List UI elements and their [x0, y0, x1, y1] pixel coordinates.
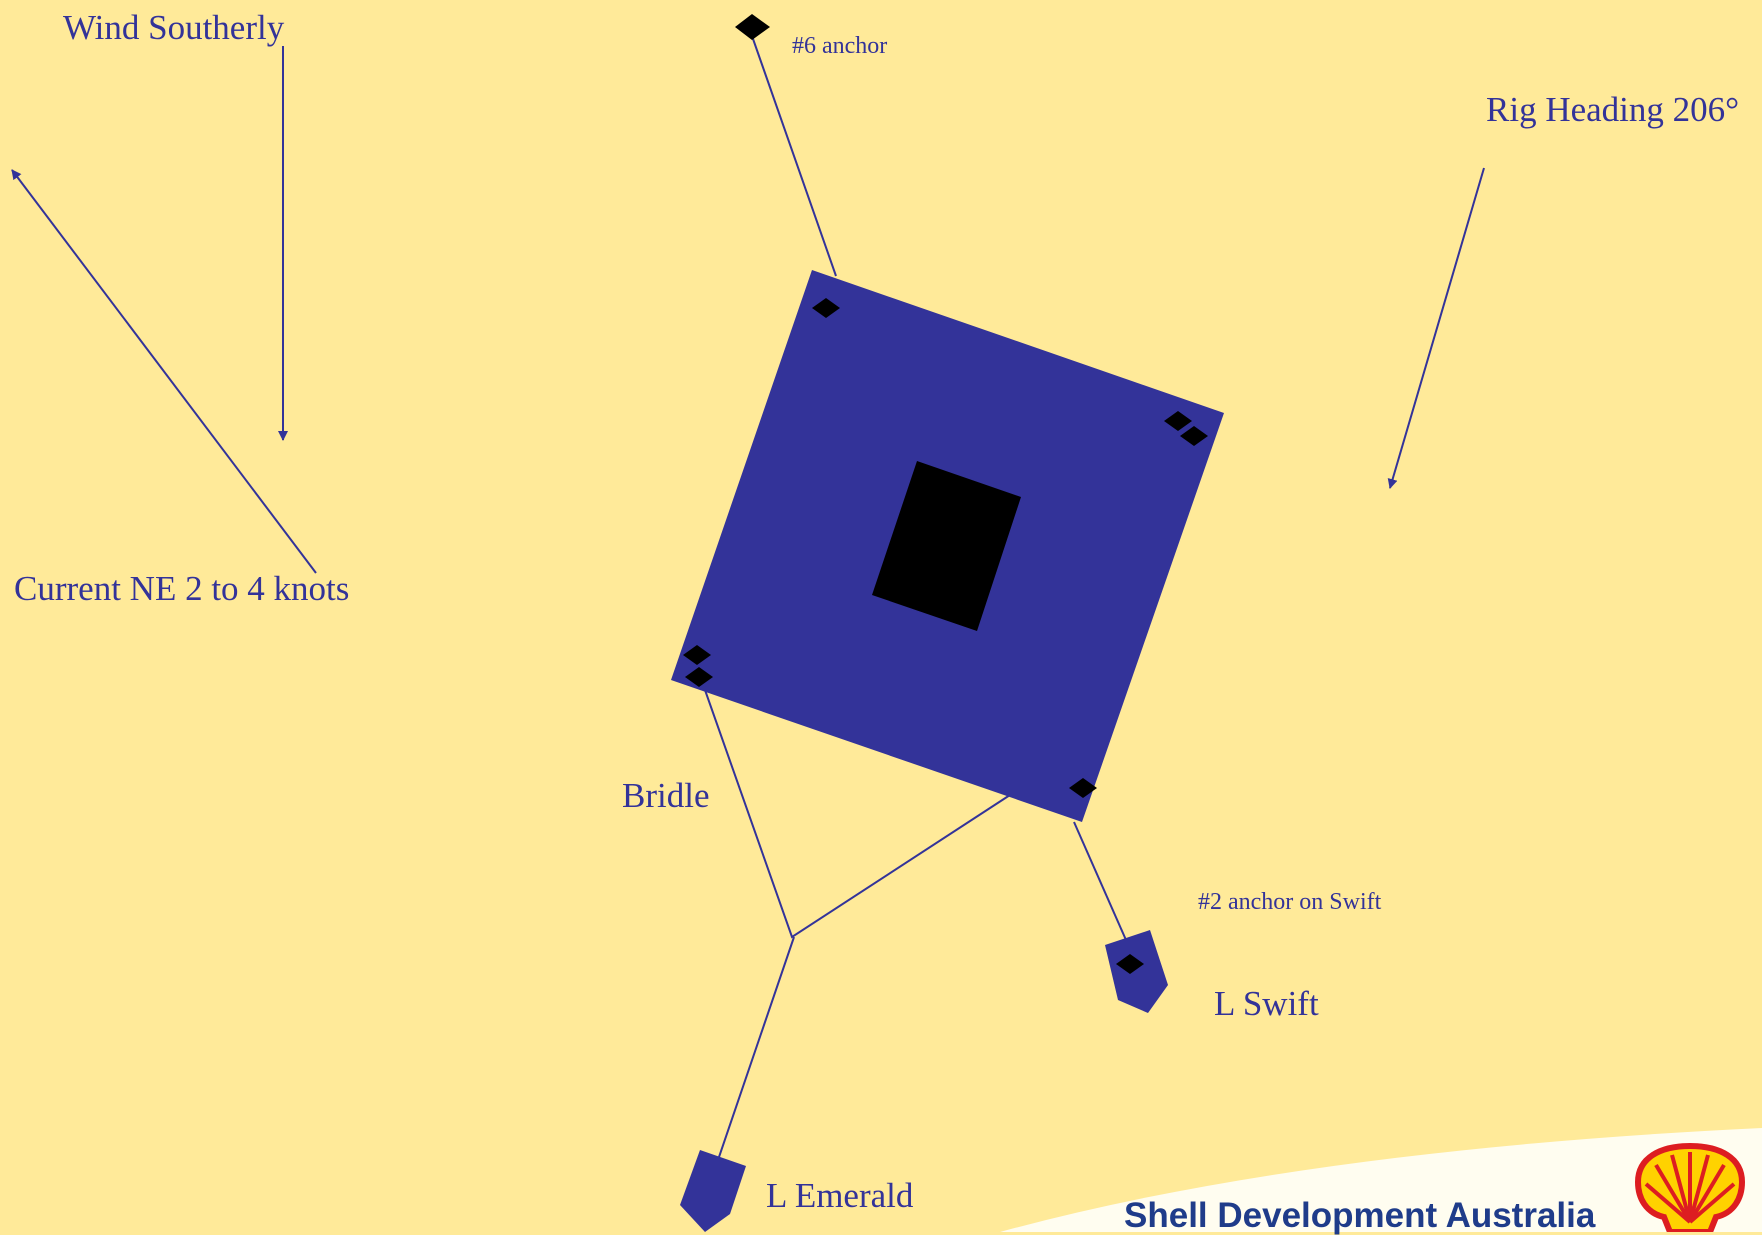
- current-arrow: [11, 169, 317, 574]
- emerald-tow-line: [717, 936, 795, 1161]
- fairlead-marker: [1069, 778, 1097, 798]
- anchor6-marker: [735, 14, 770, 40]
- rig-heading-label: Rig Heading 206°: [1486, 90, 1740, 129]
- fairlead-marker: [1164, 411, 1192, 431]
- rig-heading-arrow: [1387, 167, 1485, 489]
- fairlead-marker: [685, 667, 713, 687]
- shell-logo: [1634, 1142, 1746, 1232]
- fairlead-marker: [1180, 426, 1208, 446]
- swift-anchor-marker: [1116, 954, 1144, 974]
- bridle-label: Bridle: [622, 776, 710, 815]
- bridle-lines: [704, 689, 1011, 939]
- fairlead-marker: [683, 645, 711, 665]
- fairlead-marker: [812, 298, 840, 318]
- vessel-swift: [1105, 930, 1168, 1013]
- vessel-emerald: [680, 1150, 746, 1232]
- anchor2-line: [1073, 821, 1127, 941]
- emerald-label: L Emerald: [766, 1176, 914, 1215]
- swift-label: L Swift: [1214, 984, 1319, 1023]
- wind-label: Wind Southerly: [63, 8, 285, 47]
- anchor2-label: #2 anchor on Swift: [1198, 889, 1382, 915]
- footer-swoosh: [1000, 1128, 1762, 1232]
- anchor6-line: [751, 35, 837, 277]
- current-label: Current NE 2 to 4 knots: [14, 569, 350, 608]
- rig-moonpool: [872, 461, 1021, 631]
- company-name: Shell Development Australia: [1124, 1196, 1596, 1235]
- anchor6-label: #6 anchor: [792, 33, 888, 59]
